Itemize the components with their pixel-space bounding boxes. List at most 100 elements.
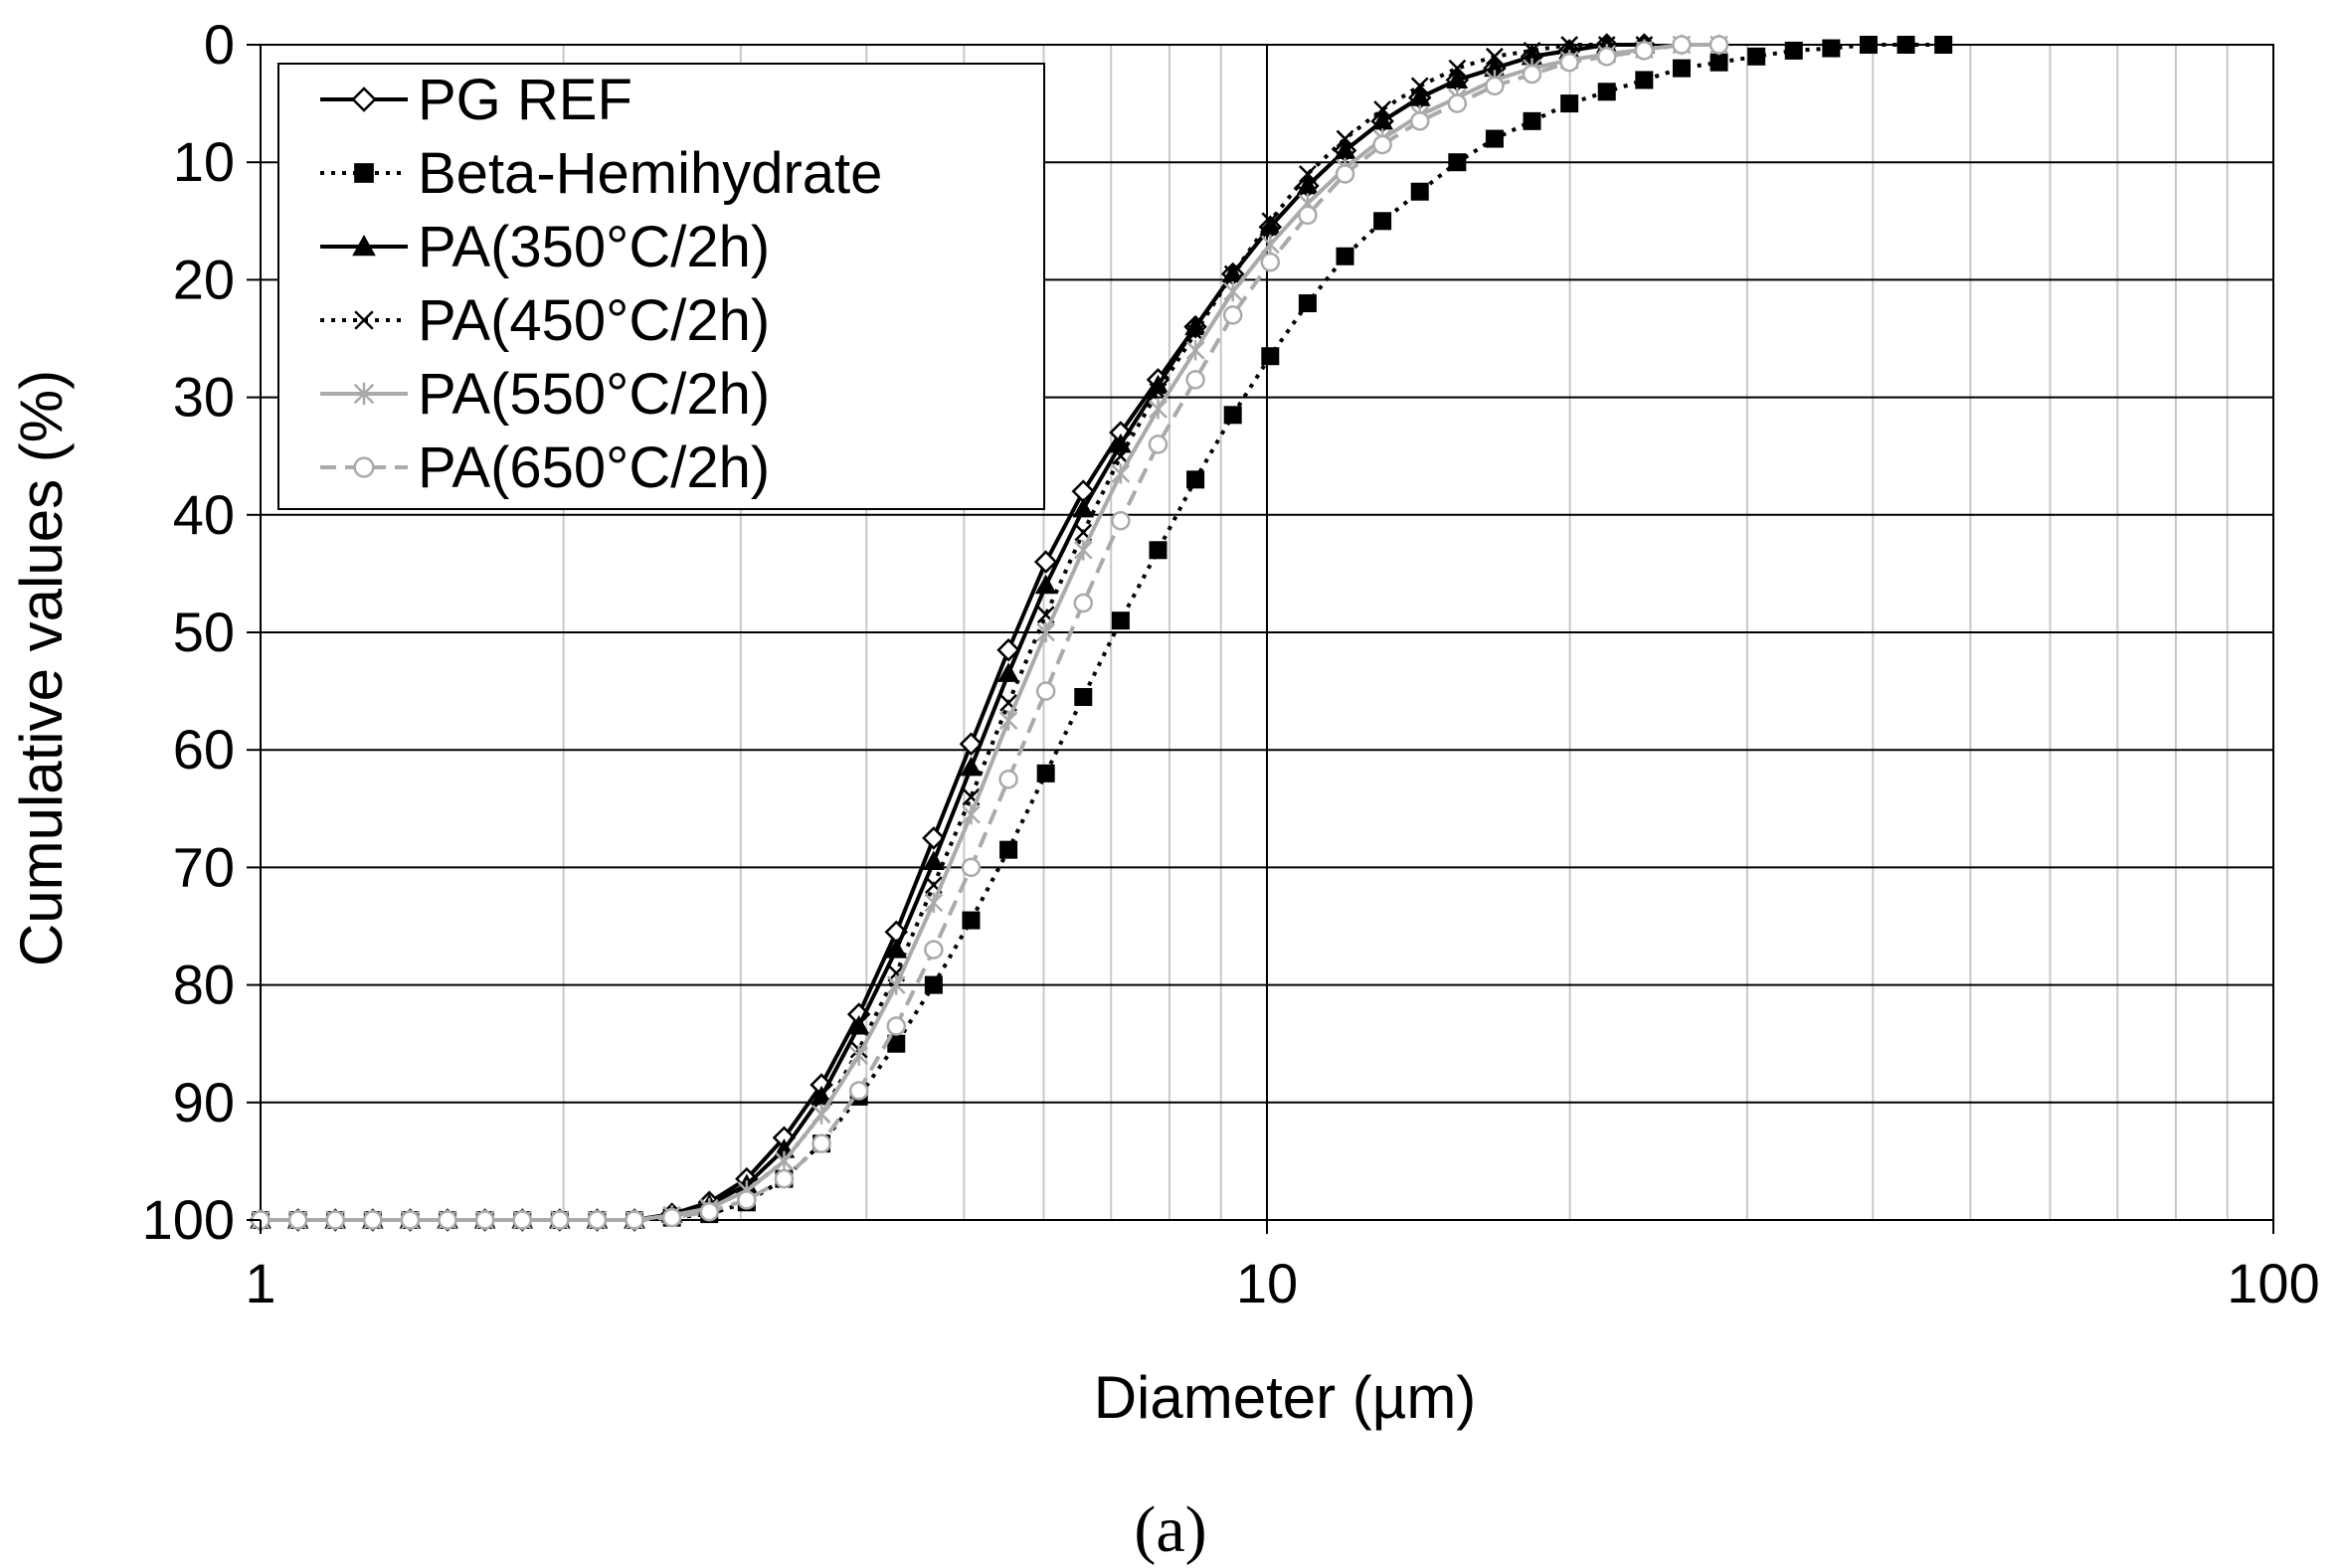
y-tick-label: 60 [173, 718, 235, 781]
square-marker [1635, 71, 1654, 89]
circle-marker [1035, 681, 1056, 701]
x-tick-label: 1 [245, 1252, 275, 1314]
legend: PG REF Beta-Hemihydrate PA(350°C/2h) PA(450… [277, 63, 1045, 510]
square-marker [1111, 611, 1130, 630]
circle-marker [1222, 305, 1243, 325]
circle-marker [1672, 35, 1692, 55]
circle-marker [1111, 510, 1131, 531]
diamond-marker [351, 87, 377, 112]
triangle-marker [352, 234, 376, 257]
square-marker [1784, 41, 1803, 60]
asterisk-marker [886, 974, 906, 995]
square-marker [1672, 59, 1691, 78]
circle-marker [1559, 52, 1579, 73]
x-marker [1373, 100, 1391, 118]
circle-marker [325, 1210, 345, 1230]
x-marker [1186, 323, 1204, 342]
y-tick-label: 30 [173, 366, 235, 429]
x-marker [1336, 129, 1354, 148]
y-tick-label: 40 [173, 483, 235, 546]
circle-marker [848, 1081, 869, 1101]
square-marker [1747, 47, 1766, 66]
circle-marker [1409, 111, 1430, 131]
circle-marker [512, 1210, 532, 1230]
asterisk-marker [849, 1045, 869, 1066]
series-line [261, 43, 1719, 1222]
circle-marker [287, 1210, 308, 1230]
circle-marker [438, 1210, 457, 1230]
legend-box [277, 63, 1045, 510]
square-marker [924, 975, 943, 994]
circle-marker [998, 770, 1018, 789]
circle-marker [1335, 164, 1355, 184]
square-marker [999, 840, 1018, 859]
asterisk-marker [1111, 463, 1131, 484]
circle-marker [587, 1210, 608, 1230]
square-marker [962, 911, 981, 930]
legend-label: PG REF [418, 68, 632, 132]
circle-marker [699, 1201, 719, 1222]
y-tick-label: 50 [173, 601, 235, 663]
circle-marker [363, 1210, 383, 1230]
y-tick-label: 90 [173, 1071, 235, 1133]
x-tick-label: 10 [1236, 1252, 1298, 1314]
figure-caption: (a) [1134, 1493, 1206, 1566]
asterisk-marker [353, 382, 375, 406]
circle-marker [1298, 205, 1318, 226]
circle-marker [1447, 93, 1468, 113]
x-marker [1486, 47, 1504, 66]
circle-marker [1073, 593, 1094, 613]
y-tick-label: 20 [173, 248, 235, 310]
circle-marker [1634, 41, 1655, 61]
asterisk-marker [1036, 621, 1056, 643]
square-marker [1223, 406, 1242, 425]
circle-marker [1522, 64, 1542, 85]
square-marker [1485, 129, 1504, 148]
square-marker [1336, 247, 1354, 265]
circle-marker [774, 1168, 795, 1189]
square-marker [1523, 111, 1541, 130]
square-marker [1410, 182, 1429, 201]
asterisk-marker [1223, 281, 1243, 302]
square-marker [1710, 53, 1728, 72]
square-marker [1448, 153, 1467, 172]
square-marker [1373, 212, 1392, 231]
square-marker [1186, 470, 1205, 489]
y-tick-label: 70 [173, 835, 235, 898]
asterisk-marker [775, 1150, 794, 1172]
circle-marker [1185, 370, 1205, 390]
square-marker [1298, 294, 1317, 313]
triangle-marker [1147, 374, 1170, 395]
x-marker [1223, 264, 1242, 283]
circle-marker [1372, 134, 1392, 155]
triangle-marker [1072, 497, 1095, 518]
x-marker [1299, 165, 1317, 183]
legend-label: PA(450°C/2h) [418, 288, 770, 353]
square-marker [1822, 39, 1841, 58]
x-marker [1261, 212, 1280, 231]
x-marker [1560, 36, 1579, 54]
circle-marker [961, 857, 982, 878]
series-pa-650-c-2h- [251, 35, 1729, 1230]
triangle-marker [847, 1014, 870, 1035]
square-marker [1261, 347, 1280, 366]
circle-marker [1485, 76, 1505, 96]
diamond-marker [996, 637, 1020, 662]
asterisk-marker [1073, 540, 1093, 561]
square-marker [1560, 94, 1579, 113]
legend-label: PA(350°C/2h) [418, 215, 770, 279]
circle-marker [737, 1190, 757, 1210]
x-marker [354, 310, 374, 330]
diamond-marker [1033, 550, 1058, 574]
asterisk-marker [998, 710, 1018, 731]
series-layer [249, 33, 1953, 1232]
series-line [261, 43, 1719, 1222]
x-marker [1523, 42, 1541, 60]
circle-marker [474, 1210, 495, 1230]
square-marker [1859, 36, 1878, 54]
triangle-marker [923, 850, 945, 870]
asterisk-marker [962, 804, 981, 825]
circle-marker [550, 1210, 570, 1230]
circle-marker [1709, 35, 1729, 55]
